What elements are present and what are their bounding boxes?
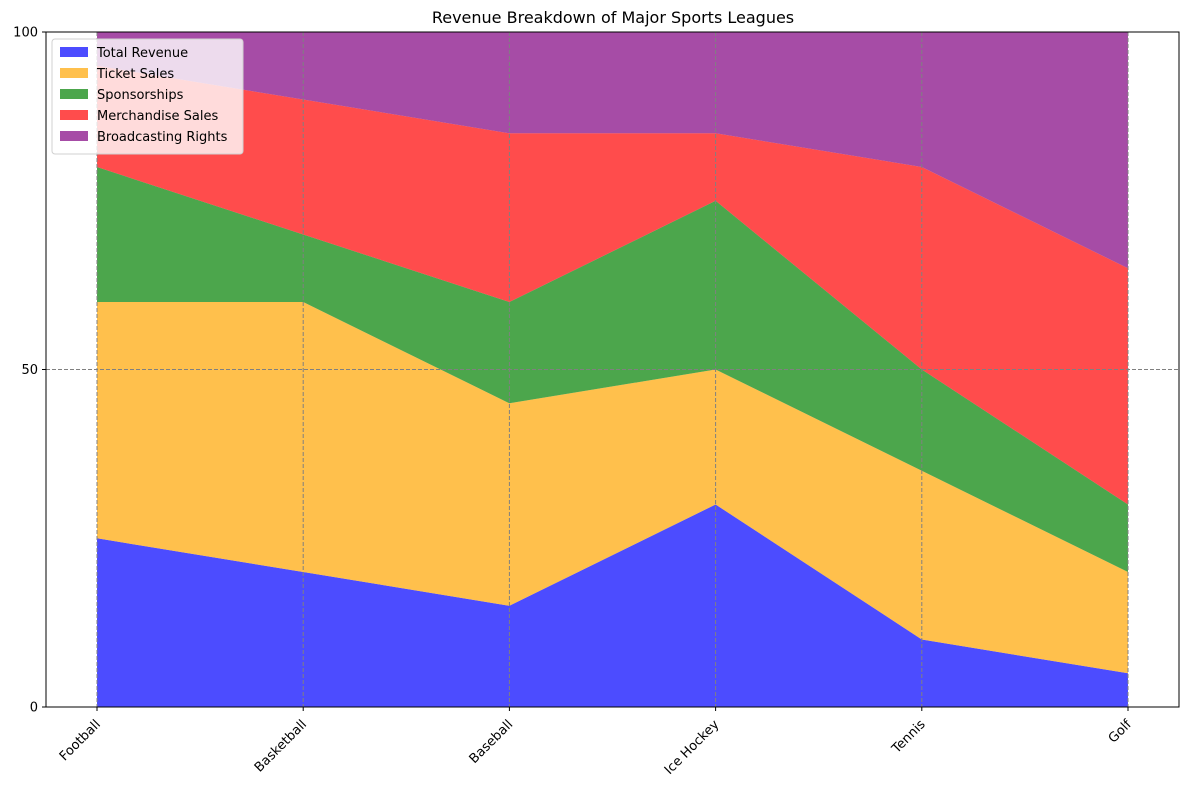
- x-tick-label-baseball: Baseball: [467, 717, 517, 767]
- x-tick-label-basketball: Basketball: [252, 717, 310, 775]
- legend-swatch-ticket-sales: [60, 68, 88, 78]
- y-tick-label: 100: [13, 26, 38, 41]
- area-merchandise-sales: [97, 65, 1128, 505]
- legend-label-total-revenue: Total Revenue: [96, 46, 188, 61]
- area-total-revenue: [97, 504, 1128, 707]
- legend-label-ticket-sales: Ticket Sales: [96, 67, 174, 82]
- legend-swatch-total-revenue: [60, 47, 88, 57]
- y-tick-label: 50: [21, 363, 38, 378]
- area-broadcasting-rights: [97, 32, 1128, 269]
- x-tick-label-tennis: Tennis: [889, 717, 929, 757]
- area-ticket-sales: [97, 302, 1128, 674]
- y-axis: 0 50 100: [13, 26, 46, 716]
- legend-label-sponsorships: Sponsorships: [97, 88, 184, 103]
- legend-label-merchandise-sales: Merchandise Sales: [97, 109, 218, 124]
- y-tick-label: 0: [30, 701, 38, 716]
- legend-swatch-merchandise-sales: [60, 110, 88, 120]
- legend: Total Revenue Ticket Sales Sponsorships Mer…: [51, 38, 244, 155]
- chart-title: Revenue Breakdown of Major Sports League…: [432, 8, 794, 27]
- legend-swatch-broadcasting-rights: [60, 131, 88, 141]
- x-tick-label-football: Football: [57, 717, 104, 764]
- x-axis: Football Basketball Baseball Ice Hockey Tenn…: [57, 707, 1135, 778]
- x-tick-label-ice-hockey: Ice Hockey: [662, 717, 723, 778]
- legend-swatch-sponsorships: [60, 89, 88, 99]
- legend-label-broadcasting-rights: Broadcasting Rights: [97, 130, 228, 145]
- legend-box: [51, 38, 244, 155]
- x-tick-label-golf: Golf: [1106, 717, 1135, 746]
